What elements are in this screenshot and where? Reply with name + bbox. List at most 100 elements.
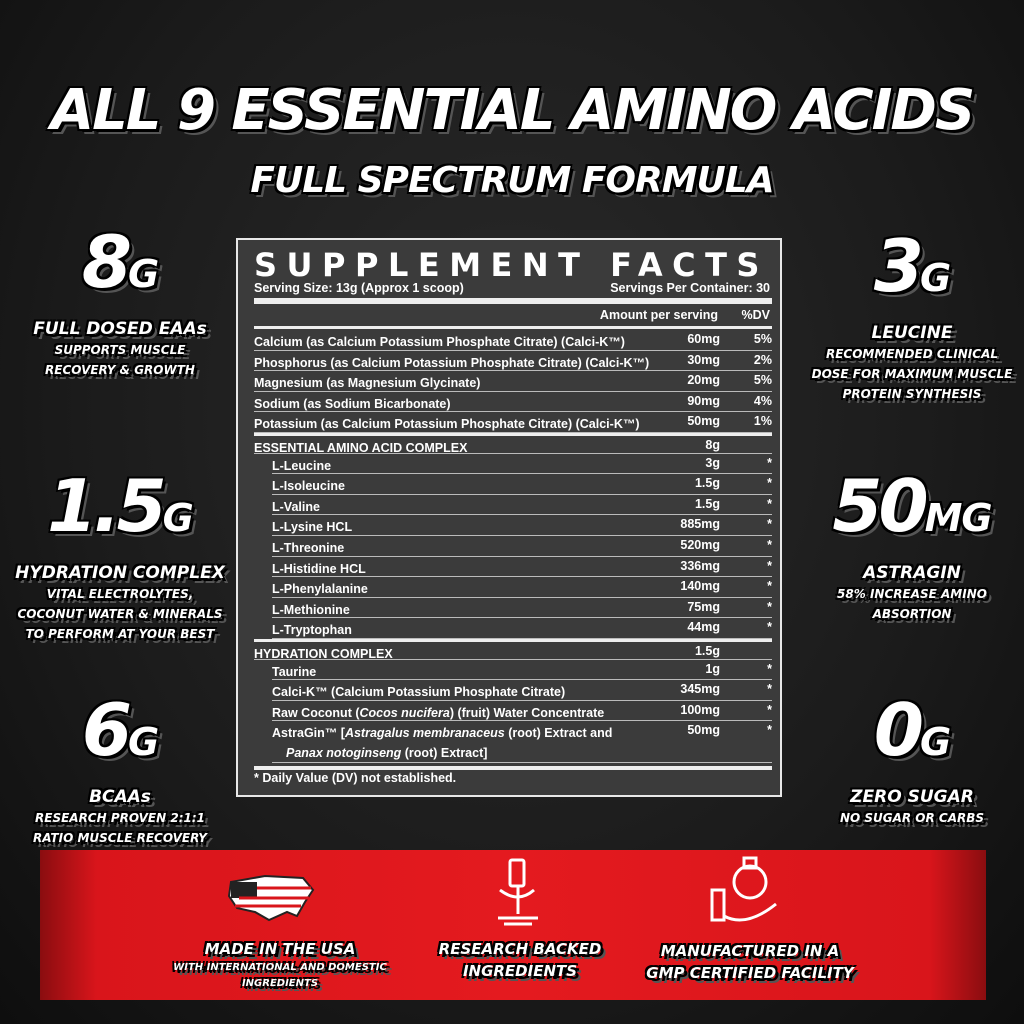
section-row: ESSENTIAL AMINO ACID COMPLEX 8g	[254, 433, 772, 455]
stat-label: LEUCINE	[871, 323, 953, 343]
col-dv: %DV	[741, 308, 770, 322]
facts-row: Magnesium (as Magnesium Glycinate) 20mg 5%	[254, 371, 772, 392]
banner-title: INGREDIENTS	[462, 962, 578, 980]
name-part: Raw Coconut (	[272, 705, 360, 720]
amount: 520mg	[680, 538, 720, 552]
ingredient-name: Taurine	[272, 664, 317, 679]
facts-row: Calcium (as Calcium Potassium Phosphate …	[254, 330, 772, 351]
ingredient-name: L-Threonine	[272, 541, 345, 555]
amount: 90mg	[687, 393, 720, 408]
amount: 50mg	[687, 414, 720, 429]
stat-amount-block: 1.5G	[0, 466, 240, 558]
stat-amount: 1.5	[47, 464, 167, 548]
divider	[254, 766, 772, 770]
facts-row: Phosphorus (as Calcium Potassium Phospha…	[254, 351, 772, 372]
amount: 8g	[705, 438, 720, 452]
banner-title: GMP CERTIFIED FACILITY	[646, 964, 854, 982]
stat-amount: 50	[832, 464, 928, 548]
daily-value: *	[767, 538, 772, 552]
ingredient-name: Magnesium (as Magnesium Glycinate)	[254, 376, 481, 391]
facts-row: L-Tryptophan 44mg *	[272, 618, 772, 639]
amount: 44mg	[687, 620, 720, 635]
stat-desc: SUPPORTS MUSCLE	[54, 343, 186, 357]
stat-desc: RECOVERY & GROWTH	[45, 363, 195, 377]
footnote: * Daily Value (DV) not established.	[254, 771, 457, 785]
facts-row: L-Valine 1.5g *	[272, 495, 772, 516]
divider	[254, 326, 772, 329]
facts-row: Sodium (as Sodium Bicarbonate) 90mg 4%	[254, 392, 772, 413]
stat-amount: 6	[81, 688, 132, 772]
daily-value: *	[767, 620, 772, 635]
amount: 60mg	[687, 332, 720, 346]
stat: 6G BCAAs RESEARCH PROVEN 2:1:1 RATIO MUSCLE…	[0, 690, 240, 848]
name-part: (root) Extract]	[401, 746, 488, 761]
facts-row: L-Lysine HCL 885mg *	[272, 515, 772, 536]
ingredient-name: L-Methionine	[272, 602, 350, 617]
usa-icon	[227, 874, 315, 922]
stat-label: FULL DOSED EAAs	[33, 319, 207, 339]
section-row: HYDRATION COMPLEX 1.5g	[254, 639, 772, 661]
daily-value: *	[767, 723, 772, 738]
stat: 50MG ASTRAGIN 58% INCREASE AMINO ABSORTION	[792, 466, 1024, 624]
name-part: (root) Extract and	[504, 726, 613, 741]
banner-item: MADE IN THE USA WITH INTERNATIONAL AND DO…	[160, 938, 400, 992]
ingredient-name: L-Isoleucine	[272, 479, 345, 494]
stat-desc: DOSE FOR MAXIMUM MUSCLE	[811, 367, 1013, 381]
daily-value: *	[767, 702, 772, 717]
facts-row: Potassium (as Calcium Potassium Phosphat…	[254, 412, 772, 433]
amount: 885mg	[680, 517, 720, 532]
name-line: Raw Coconut (Cocos nucifera) (fruit) Wat…	[272, 703, 604, 723]
facts-row: L-Isoleucine 1.5g *	[272, 474, 772, 495]
stat-amount-block: 6G	[0, 690, 240, 782]
daily-value: *	[767, 661, 772, 676]
amount: 75mg	[687, 599, 720, 614]
supplement-facts: SUPPLEMENT FACTS Serving Size: 13g (Appr…	[236, 238, 782, 797]
daily-value: *	[767, 579, 772, 594]
ingredient-name: HYDRATION COMPLEX	[254, 647, 393, 661]
daily-value: *	[767, 496, 772, 511]
stat-desc: RESEARCH PROVEN 2:1:1	[35, 811, 205, 825]
stat-desc: 58% INCREASE AMINO	[837, 587, 987, 601]
name-part: ) (fruit) Water Concentrate	[449, 705, 605, 720]
name-part-italic: Cocos nucifera	[359, 705, 450, 720]
name-part: AstraGin™ [	[272, 726, 345, 741]
stat-amount-block: 0G	[792, 690, 1024, 782]
facts-title: SUPPLEMENT FACTS	[254, 246, 769, 284]
ingredient-name: AstraGin™ [Astragalus membranaceus (root…	[272, 723, 612, 763]
facts-row: Raw Coconut (Cocos nucifera) (fruit) Wat…	[272, 701, 772, 722]
name-line: AstraGin™ [Astragalus membranaceus (root…	[272, 723, 612, 743]
stat-desc: ABSORTION	[872, 607, 952, 621]
stat-label: ZERO SUGAR	[850, 787, 974, 807]
banner-note: WITH INTERNATIONAL AND DOMESTIC	[173, 962, 387, 973]
col-amount: Amount per serving	[599, 308, 718, 322]
name-part-italic: Panax notoginseng	[286, 746, 402, 761]
daily-value: 1%	[753, 414, 772, 429]
microscope-icon	[498, 858, 538, 926]
title: ALL 9 ESSENTIAL AMINO ACIDS	[50, 78, 976, 143]
stat-unit: G	[162, 496, 194, 540]
stat-label: BCAAs	[89, 787, 151, 807]
banner-title: RESEARCH BACKED	[438, 940, 602, 958]
facts-row: Taurine 1g *	[272, 660, 772, 681]
stat-desc: RATIO MUSCLE RECOVERY	[33, 831, 207, 845]
stat-desc: NO SUGAR OR CARBS	[839, 811, 985, 825]
amount: 336mg	[680, 558, 720, 573]
ingredient-name: Sodium (as Sodium Bicarbonate)	[254, 396, 451, 411]
stat: 3G LEUCINE RECOMMENDED CLINICAL DOSE FOR MA…	[792, 226, 1024, 404]
stat-desc: TO PERFORM AT YOUR BEST	[25, 627, 215, 641]
stat-unit: MG	[924, 496, 993, 540]
stat-desc: RECOMMENDED CLINICAL	[825, 347, 999, 361]
facts-row: AstraGin™ [Astragalus membranaceus (root…	[272, 721, 772, 763]
ingredient-name: Phosphorus (as Calcium Potassium Phospha…	[254, 355, 650, 370]
banner-item: MANUFACTURED IN A GMP CERTIFIED FACILITY	[630, 940, 870, 984]
stat-unit: G	[919, 256, 951, 300]
stat: 1.5G HYDRATION COMPLEX VITAL ELECTROLYTES,…	[0, 466, 240, 644]
ingredient-name: Raw Coconut (Cocos nucifera) (fruit) Wat…	[272, 703, 604, 723]
stat: 8G FULL DOSED EAAs SUPPORTS MUSCLE RECOVERY…	[0, 222, 240, 380]
stat-amount-block: 3G	[792, 226, 1024, 318]
stat-amount-block: 50MG	[792, 466, 1024, 558]
daily-value: *	[767, 682, 772, 697]
servings: Servings Per Container: 30	[610, 281, 770, 295]
amount: 1.5g	[694, 644, 720, 658]
serving-size: Serving Size: 13g (Approx 1 scoop)	[254, 281, 464, 295]
